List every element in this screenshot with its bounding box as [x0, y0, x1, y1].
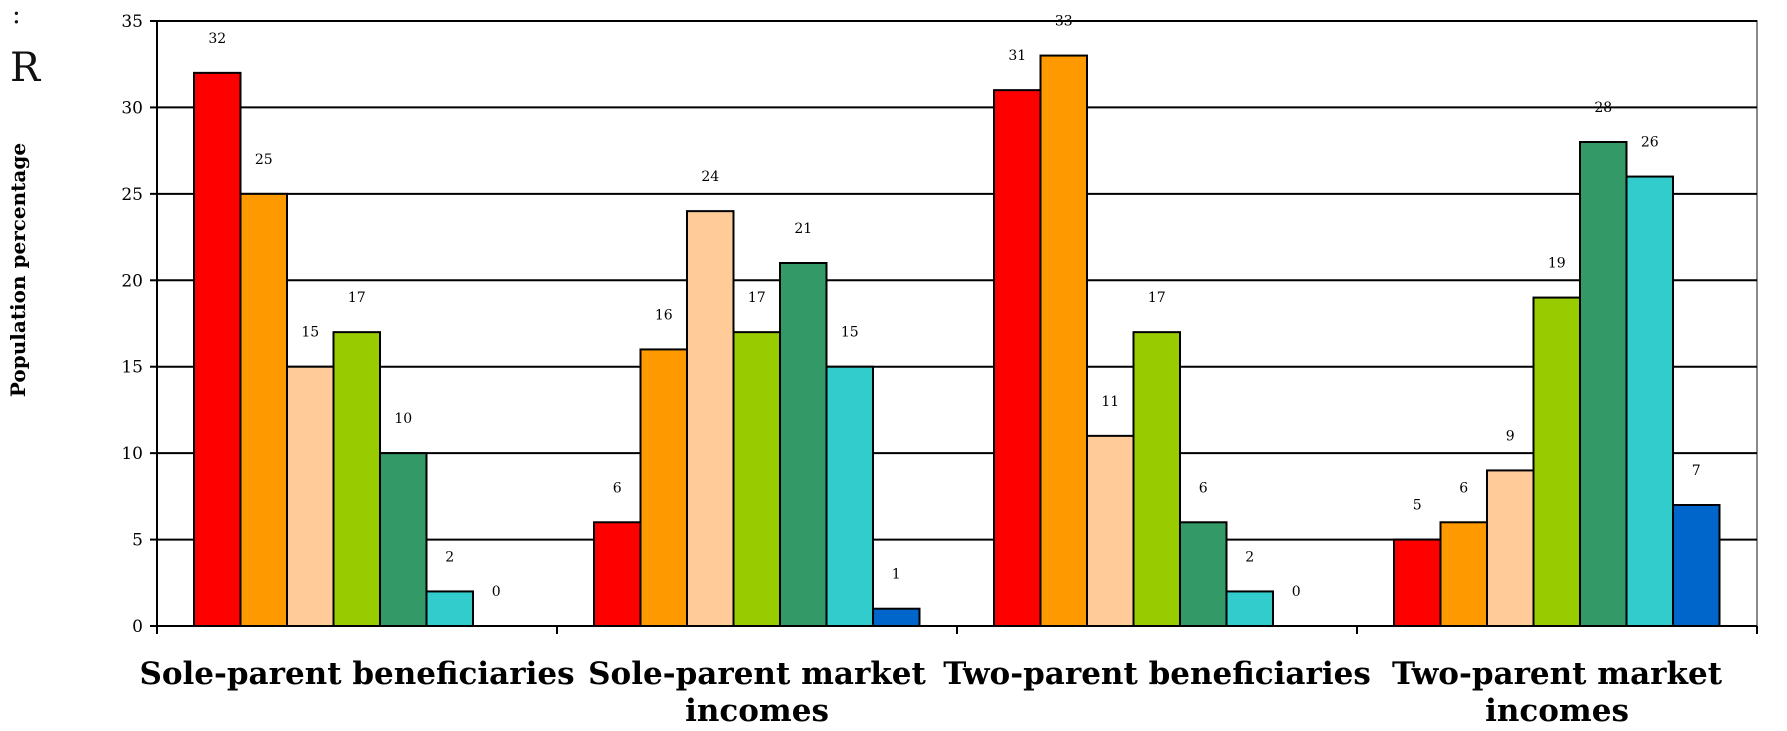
bar — [1393, 538, 1442, 627]
y-tick-label: 15 — [121, 358, 143, 378]
data-label: 15 — [841, 325, 859, 341]
data-label: 17 — [748, 290, 766, 306]
bar — [193, 71, 242, 628]
y-tick-label: 20 — [121, 271, 143, 291]
bar — [825, 365, 874, 627]
bar — [332, 331, 381, 627]
y-tick-label: 30 — [121, 98, 143, 118]
bar — [1625, 175, 1674, 627]
bar — [1672, 504, 1721, 627]
data-label: 31 — [1008, 48, 1026, 64]
bar — [639, 348, 688, 627]
category-label: incomes — [685, 693, 829, 729]
bar — [1086, 434, 1135, 627]
data-label: 2 — [1245, 549, 1254, 565]
category-label: incomes — [1485, 693, 1629, 729]
bar — [1039, 54, 1088, 628]
bar — [1439, 521, 1488, 627]
bar — [239, 192, 288, 627]
side-mark: : — [12, 0, 21, 30]
bar — [872, 607, 921, 628]
bar — [1579, 141, 1628, 627]
data-label: 24 — [701, 169, 719, 185]
side-letter: R — [10, 45, 41, 91]
data-label: 25 — [255, 152, 273, 168]
data-label: 6 — [613, 480, 622, 496]
data-label: 33 — [1055, 14, 1073, 30]
data-label: 11 — [1101, 394, 1119, 410]
y-tick-label: 0 — [132, 617, 143, 637]
category-label: Two-parent beneficiaries — [943, 656, 1371, 692]
data-label: 28 — [1594, 100, 1612, 116]
bar — [593, 521, 642, 627]
data-label: 17 — [1148, 290, 1166, 306]
y-tick-label: 10 — [121, 444, 143, 464]
data-label: 32 — [208, 31, 226, 47]
category-label: Sole-parent market — [588, 656, 926, 692]
data-label: 19 — [1548, 256, 1566, 272]
data-label: 0 — [1292, 584, 1301, 600]
data-label: 17 — [348, 290, 366, 306]
data-label: 26 — [1641, 135, 1659, 151]
bar — [1225, 590, 1274, 628]
category-label: Two-parent market — [1392, 656, 1723, 692]
bar — [779, 262, 828, 627]
bar — [993, 89, 1042, 627]
bar — [732, 331, 781, 627]
data-label: 9 — [1506, 428, 1515, 444]
data-label: 16 — [655, 307, 673, 323]
data-label: 5 — [1413, 498, 1422, 514]
bar — [379, 452, 428, 627]
data-label: 0 — [492, 584, 501, 600]
y-tick-label: 5 — [132, 531, 143, 551]
bar — [1486, 469, 1535, 627]
data-label: 15 — [301, 325, 319, 341]
y-tick-label: 35 — [121, 12, 143, 32]
bar — [1179, 521, 1228, 627]
data-label: 7 — [1692, 463, 1701, 479]
bar — [425, 590, 474, 628]
data-label: 21 — [794, 221, 812, 237]
data-label: 6 — [1199, 480, 1208, 496]
y-tick-label: 25 — [121, 185, 143, 205]
data-label: 2 — [445, 549, 454, 565]
data-label: 1 — [892, 567, 901, 583]
bar — [1132, 331, 1181, 627]
bar — [1532, 296, 1581, 627]
data-label: 10 — [394, 411, 412, 427]
category-label: Sole-parent beneficiaries — [139, 656, 574, 692]
bar — [286, 365, 335, 627]
bar — [686, 210, 735, 627]
data-label: 6 — [1459, 480, 1468, 496]
